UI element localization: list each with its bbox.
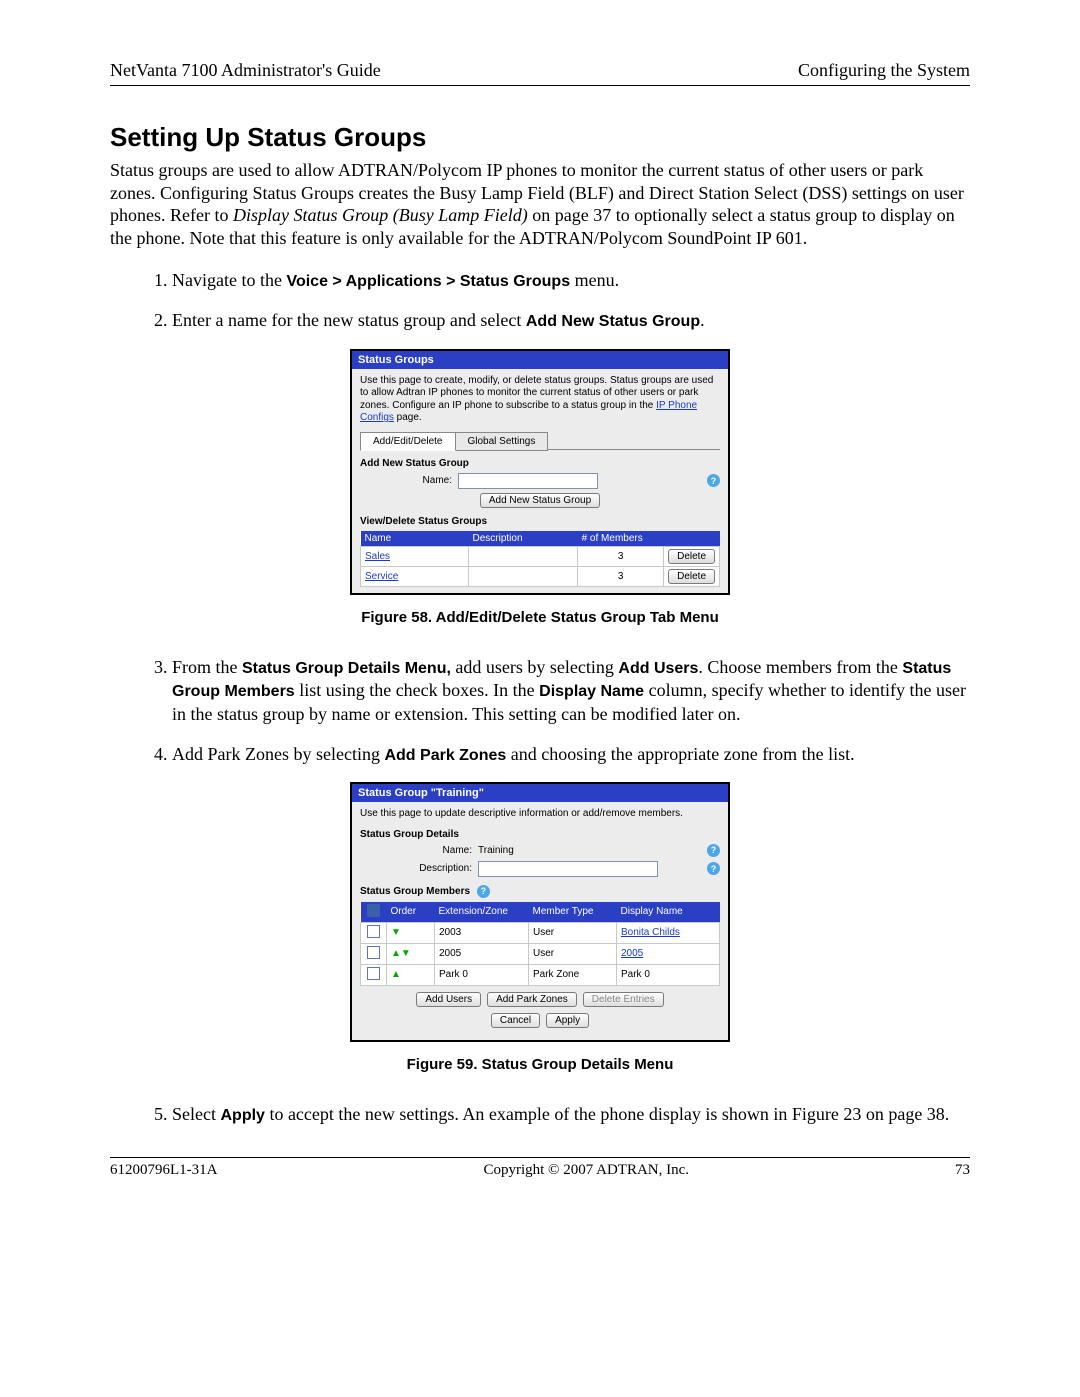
col-description: Description xyxy=(469,531,578,547)
add-new-section: Add New Status Group xyxy=(360,458,720,469)
col-order: Order xyxy=(387,902,435,923)
name-label: Name: xyxy=(360,475,458,486)
table-row: Sales 3 Delete xyxy=(361,546,720,566)
cancel-button[interactable]: Cancel xyxy=(491,1013,540,1028)
display-name-link[interactable]: Bonita Childs xyxy=(621,927,680,938)
step-2: Enter a name for the new status group an… xyxy=(172,309,970,333)
add-users-button[interactable]: Add Users xyxy=(416,992,481,1007)
panel-description: Use this page to create, modify, or dele… xyxy=(360,375,720,425)
step-5: Select Apply to accept the new settings.… xyxy=(172,1103,970,1127)
steps-list-3: Select Apply to accept the new settings.… xyxy=(110,1103,970,1127)
tab-global-settings[interactable]: Global Settings xyxy=(456,432,549,451)
select-all-checkbox[interactable] xyxy=(367,904,380,917)
delete-button[interactable]: Delete xyxy=(668,569,715,584)
delete-entries-button[interactable]: Delete Entries xyxy=(583,992,664,1007)
figure-59-caption: Figure 59. Status Group Details Menu xyxy=(110,1056,970,1073)
header-left: NetVanta 7100 Administrator's Guide xyxy=(110,60,381,81)
members-table: Order Extension/Zone Member Type Display… xyxy=(360,902,720,986)
add-new-status-group-button[interactable]: Add New Status Group xyxy=(480,493,600,508)
name-input[interactable] xyxy=(458,473,598,489)
step-4: Add Park Zones by selecting Add Park Zon… xyxy=(172,743,970,767)
add-park-zones-button[interactable]: Add Park Zones xyxy=(487,992,577,1007)
apply-button[interactable]: Apply xyxy=(546,1013,589,1028)
status-groups-table: Name Description # of Members Sales 3 De… xyxy=(360,531,720,587)
help-icon[interactable]: ? xyxy=(707,474,720,487)
col-display-name: Display Name xyxy=(617,902,720,923)
display-name-link[interactable]: 2005 xyxy=(621,948,643,959)
col-name: Name xyxy=(361,531,469,547)
help-icon[interactable]: ? xyxy=(477,885,490,898)
figure-59-screenshot: Status Group "Training" Use this page to… xyxy=(350,782,730,1042)
order-down-icon[interactable]: ▼ xyxy=(401,948,411,959)
panel-description: Use this page to update descriptive info… xyxy=(360,808,720,821)
name-value: Training xyxy=(478,845,514,856)
row-checkbox[interactable] xyxy=(367,925,380,938)
table-row: Service 3 Delete xyxy=(361,566,720,586)
col-extension: Extension/Zone xyxy=(435,902,529,923)
table-row: ▲ Park 0 Park Zone Park 0 xyxy=(361,964,720,985)
step-1: Navigate to the Voice > Applications > S… xyxy=(172,269,970,293)
description-input[interactable] xyxy=(478,861,658,877)
table-row: ▲▼ 2005 User 2005 xyxy=(361,943,720,964)
col-members: # of Members xyxy=(578,531,664,547)
tab-add-edit-delete[interactable]: Add/Edit/Delete xyxy=(360,432,456,451)
row-checkbox[interactable] xyxy=(367,946,380,959)
col-type: Member Type xyxy=(529,902,617,923)
steps-list: Navigate to the Voice > Applications > S… xyxy=(110,269,970,333)
figure-58-caption: Figure 58. Add/Edit/Delete Status Group … xyxy=(110,609,970,626)
figure-58-screenshot: Status Groups Use this page to create, m… xyxy=(350,349,730,595)
details-section: Status Group Details xyxy=(360,829,720,840)
members-section: Status Group Members ? xyxy=(360,885,720,898)
description-label: Description: xyxy=(360,863,478,874)
row-checkbox[interactable] xyxy=(367,967,380,980)
order-up-icon[interactable]: ▲ xyxy=(391,948,401,959)
steps-list-2: From the Status Group Details Menu, add … xyxy=(110,656,970,767)
help-icon[interactable]: ? xyxy=(707,844,720,857)
step-3: From the Status Group Details Menu, add … xyxy=(172,656,970,727)
order-up-icon[interactable]: ▲ xyxy=(391,969,401,980)
group-link-sales[interactable]: Sales xyxy=(365,551,390,562)
footer-copyright: Copyright © 2007 ADTRAN, Inc. xyxy=(483,1162,689,1179)
footer-pagenum: 73 xyxy=(955,1162,970,1179)
order-down-icon[interactable]: ▼ xyxy=(391,927,401,938)
section-title: Setting Up Status Groups xyxy=(110,122,970,153)
view-delete-section: View/Delete Status Groups xyxy=(360,516,720,527)
table-row: ▼ 2003 User Bonita Childs xyxy=(361,922,720,943)
help-icon[interactable]: ? xyxy=(707,862,720,875)
header-right: Configuring the System xyxy=(798,60,970,81)
delete-button[interactable]: Delete xyxy=(668,549,715,564)
footer-docnum: 61200796L1-31A xyxy=(110,1162,218,1179)
intro-italic: Display Status Group (Busy Lamp Field) xyxy=(233,205,528,225)
panel-title: Status Group "Training" xyxy=(352,784,728,802)
name-label: Name: xyxy=(360,845,478,856)
panel-title: Status Groups xyxy=(352,351,728,369)
intro-paragraph: Status groups are used to allow ADTRAN/P… xyxy=(110,159,970,249)
group-link-service[interactable]: Service xyxy=(365,571,398,582)
